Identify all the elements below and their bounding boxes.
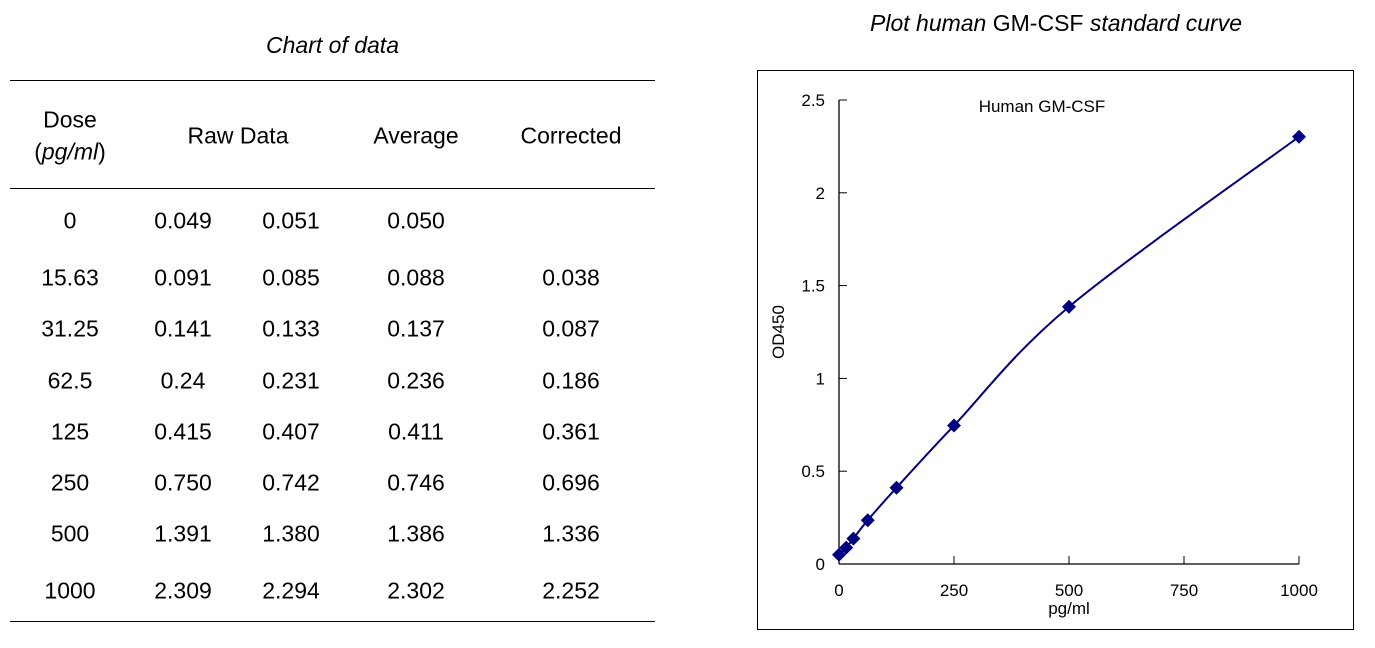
table-cell: 1000	[44, 577, 96, 604]
y-tick-label: 1	[816, 369, 825, 388]
plot-title-mid: GM-CSF	[992, 10, 1084, 36]
table-cell: 0.087	[542, 315, 600, 342]
data-point	[947, 418, 961, 433]
table-cell: 0.750	[154, 469, 212, 496]
x-axis-label: pg/ml	[1048, 599, 1090, 618]
table-cell: 0.137	[387, 315, 445, 342]
table-cell: 2.309	[154, 577, 212, 604]
table-cell: 0.051	[262, 207, 320, 234]
plot-title: Plot human GM-CSF standard curve	[756, 10, 1356, 37]
plot-frame	[757, 70, 1354, 630]
x-tick-label: 500	[1055, 581, 1083, 600]
table-cell: 1.386	[387, 520, 445, 547]
header-dose: Dose	[43, 106, 97, 133]
table-cell: 0.049	[154, 207, 212, 234]
table-cell: 31.25	[41, 315, 99, 342]
table-cell: 0	[63, 207, 77, 234]
table-cell: 2.252	[542, 577, 600, 604]
data-point	[1062, 299, 1076, 314]
table-cell: 0.411	[388, 418, 444, 445]
table-cell: 0.746	[387, 469, 445, 496]
table-cell: 62.5	[47, 367, 93, 394]
table-cell: 0.186	[542, 367, 600, 394]
table-cell: 1.380	[262, 520, 320, 547]
data-point	[1292, 129, 1306, 144]
x-tick-label: 0	[834, 581, 843, 600]
table-cell: 125	[50, 418, 90, 445]
table-cell: 0.236	[387, 367, 445, 394]
table-cell: 0.133	[262, 315, 320, 342]
y-tick-label: 1.5	[801, 277, 825, 296]
x-tick-label: 750	[1170, 581, 1198, 600]
y-tick-label: 0	[816, 555, 825, 574]
table-cell: 0.696	[542, 469, 600, 496]
y-axis-label: OD450	[769, 305, 788, 359]
plot-title-post: standard curve	[1089, 10, 1242, 36]
table-cell: 0.141	[154, 315, 212, 342]
table-cell: 2.294	[262, 577, 320, 604]
header-average: Average	[373, 122, 459, 149]
table-cell: 0.24	[160, 367, 206, 394]
data-point	[860, 513, 875, 528]
table-cell: 0.085	[262, 264, 320, 291]
table-cell: 0.407	[262, 418, 320, 445]
series-line	[838, 135, 1300, 556]
table-header-rule	[10, 188, 655, 189]
header-corrected: Corrected	[520, 122, 622, 149]
dose-unit: pg/ml	[41, 138, 99, 165]
x-tick-label: 1000	[1280, 581, 1318, 600]
data-point	[839, 540, 854, 555]
data-point	[846, 531, 861, 546]
table-cell: 0.088	[387, 264, 445, 291]
y-tick-label: 2	[816, 184, 825, 203]
table-cell: 0.415	[154, 418, 212, 445]
table-top-rule	[10, 80, 655, 81]
data-point	[832, 547, 846, 562]
table-cell: 500	[50, 520, 90, 547]
y-tick-label: 2.5	[801, 91, 825, 110]
table-cell: 1.336	[542, 520, 600, 547]
table-bottom-rule	[10, 621, 655, 622]
table-cell: 0.231	[262, 367, 320, 394]
y-tick-label: 0.5	[801, 462, 825, 481]
table-cell: 1.391	[154, 520, 212, 547]
table-cell: 15.63	[41, 264, 99, 291]
table-cell: 0.361	[542, 418, 600, 445]
table-cell: 0.038	[542, 264, 600, 291]
data-point	[889, 480, 904, 495]
table-cell: 0.091	[154, 264, 212, 291]
table-caption: Chart of data	[266, 32, 399, 58]
plot-title-pre: Plot human	[870, 10, 987, 36]
header-dose-unit: (pg/ml)	[34, 138, 106, 165]
x-tick-label: 250	[940, 581, 968, 600]
chart-title: Human GM-CSF	[979, 97, 1106, 116]
table-cell: 2.302	[387, 577, 445, 604]
table-cell: 0.050	[387, 207, 445, 234]
table-cell: 0.742	[262, 469, 320, 496]
table-cell: 250	[50, 469, 90, 496]
header-raw-data: Raw Data	[187, 122, 289, 149]
